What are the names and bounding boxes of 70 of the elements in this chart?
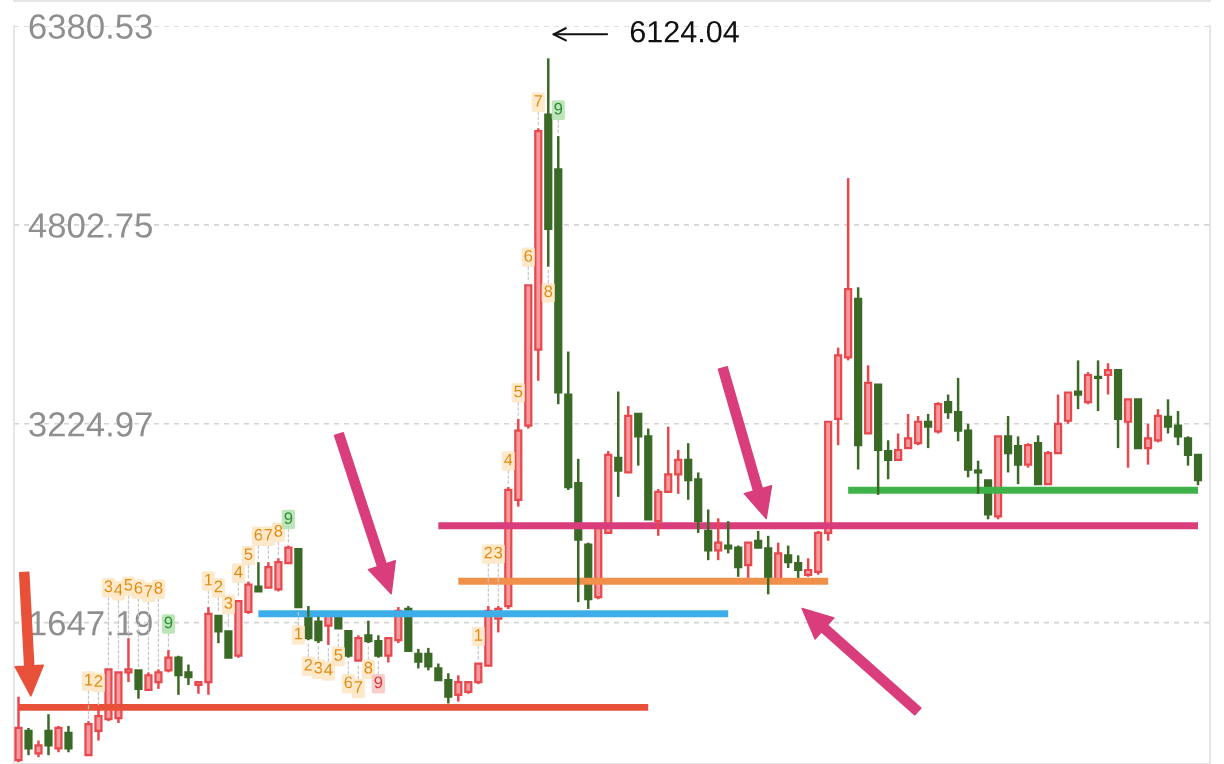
text: 9 — [374, 676, 383, 689]
text: 7 — [534, 95, 543, 107]
candlestick — [534, 127, 543, 383]
candlestick — [434, 662, 443, 682]
candlestick — [344, 630, 353, 659]
text: 4 — [324, 663, 333, 676]
candlestick — [614, 390, 623, 499]
candlestick — [444, 671, 453, 705]
text: 5 — [244, 548, 253, 561]
candlestick — [474, 662, 483, 686]
y-tick-label: 6380.53 — [29, 14, 152, 39]
text: 2 — [484, 546, 493, 559]
candlestick — [374, 634, 383, 659]
text: 6 — [524, 250, 533, 262]
text: 8 — [544, 285, 553, 298]
y-tick-label: 4802.75 — [28, 213, 152, 238]
candlestick — [64, 724, 73, 754]
text: 3 — [104, 580, 113, 593]
text: 3 — [224, 597, 233, 609]
text: 8 — [154, 582, 163, 594]
text: 8 — [364, 661, 373, 674]
candlestick — [904, 412, 913, 450]
text: 4 — [504, 453, 513, 466]
text: 6 — [254, 528, 263, 541]
candlestick — [24, 726, 33, 757]
candlestick — [1053, 393, 1063, 455]
text: 8 — [274, 524, 283, 537]
candlestick — [1113, 368, 1123, 450]
text: 6 — [134, 582, 143, 594]
text: 1 — [205, 573, 213, 586]
text: 6 — [344, 676, 353, 689]
text: 7 — [264, 529, 273, 541]
candlestick — [1003, 414, 1013, 474]
candlestick — [334, 615, 343, 630]
text: 1 — [295, 627, 303, 640]
candlestick — [34, 739, 43, 759]
annotation: 6124.04 — [630, 20, 739, 43]
candlestick — [454, 674, 463, 703]
text: 9 — [164, 616, 173, 629]
text: 3 — [314, 661, 323, 674]
text: 2 — [94, 675, 103, 687]
candlestick — [564, 350, 573, 492]
text: 3 — [494, 546, 503, 559]
candlestick — [414, 647, 423, 670]
candlestick — [134, 669, 143, 700]
text: 2 — [304, 658, 313, 671]
candlestick — [874, 383, 883, 497]
candlestick — [544, 57, 553, 268]
candlestick — [664, 425, 673, 494]
candlestick — [424, 646, 433, 672]
candlestick — [294, 548, 303, 609]
text: 5 — [124, 579, 133, 591]
text: 5 — [334, 649, 343, 661]
candlestick — [284, 544, 293, 565]
text: 1 — [474, 629, 483, 641]
text: 4 — [234, 566, 243, 578]
candlestick — [464, 680, 473, 696]
text: 5 — [514, 385, 523, 398]
candlestick — [14, 695, 23, 764]
text: 7 — [144, 585, 153, 597]
candlestick — [634, 412, 643, 467]
text: 2 — [214, 580, 223, 593]
text: 7 — [354, 681, 363, 693]
text: 1 — [85, 673, 93, 686]
text: 4 — [114, 583, 123, 596]
text: 9 — [554, 102, 563, 115]
y-tick-label: 3224.97 — [29, 412, 152, 437]
text: 9 — [284, 512, 293, 525]
candlestick — [54, 724, 63, 754]
candlestick — [44, 712, 53, 757]
